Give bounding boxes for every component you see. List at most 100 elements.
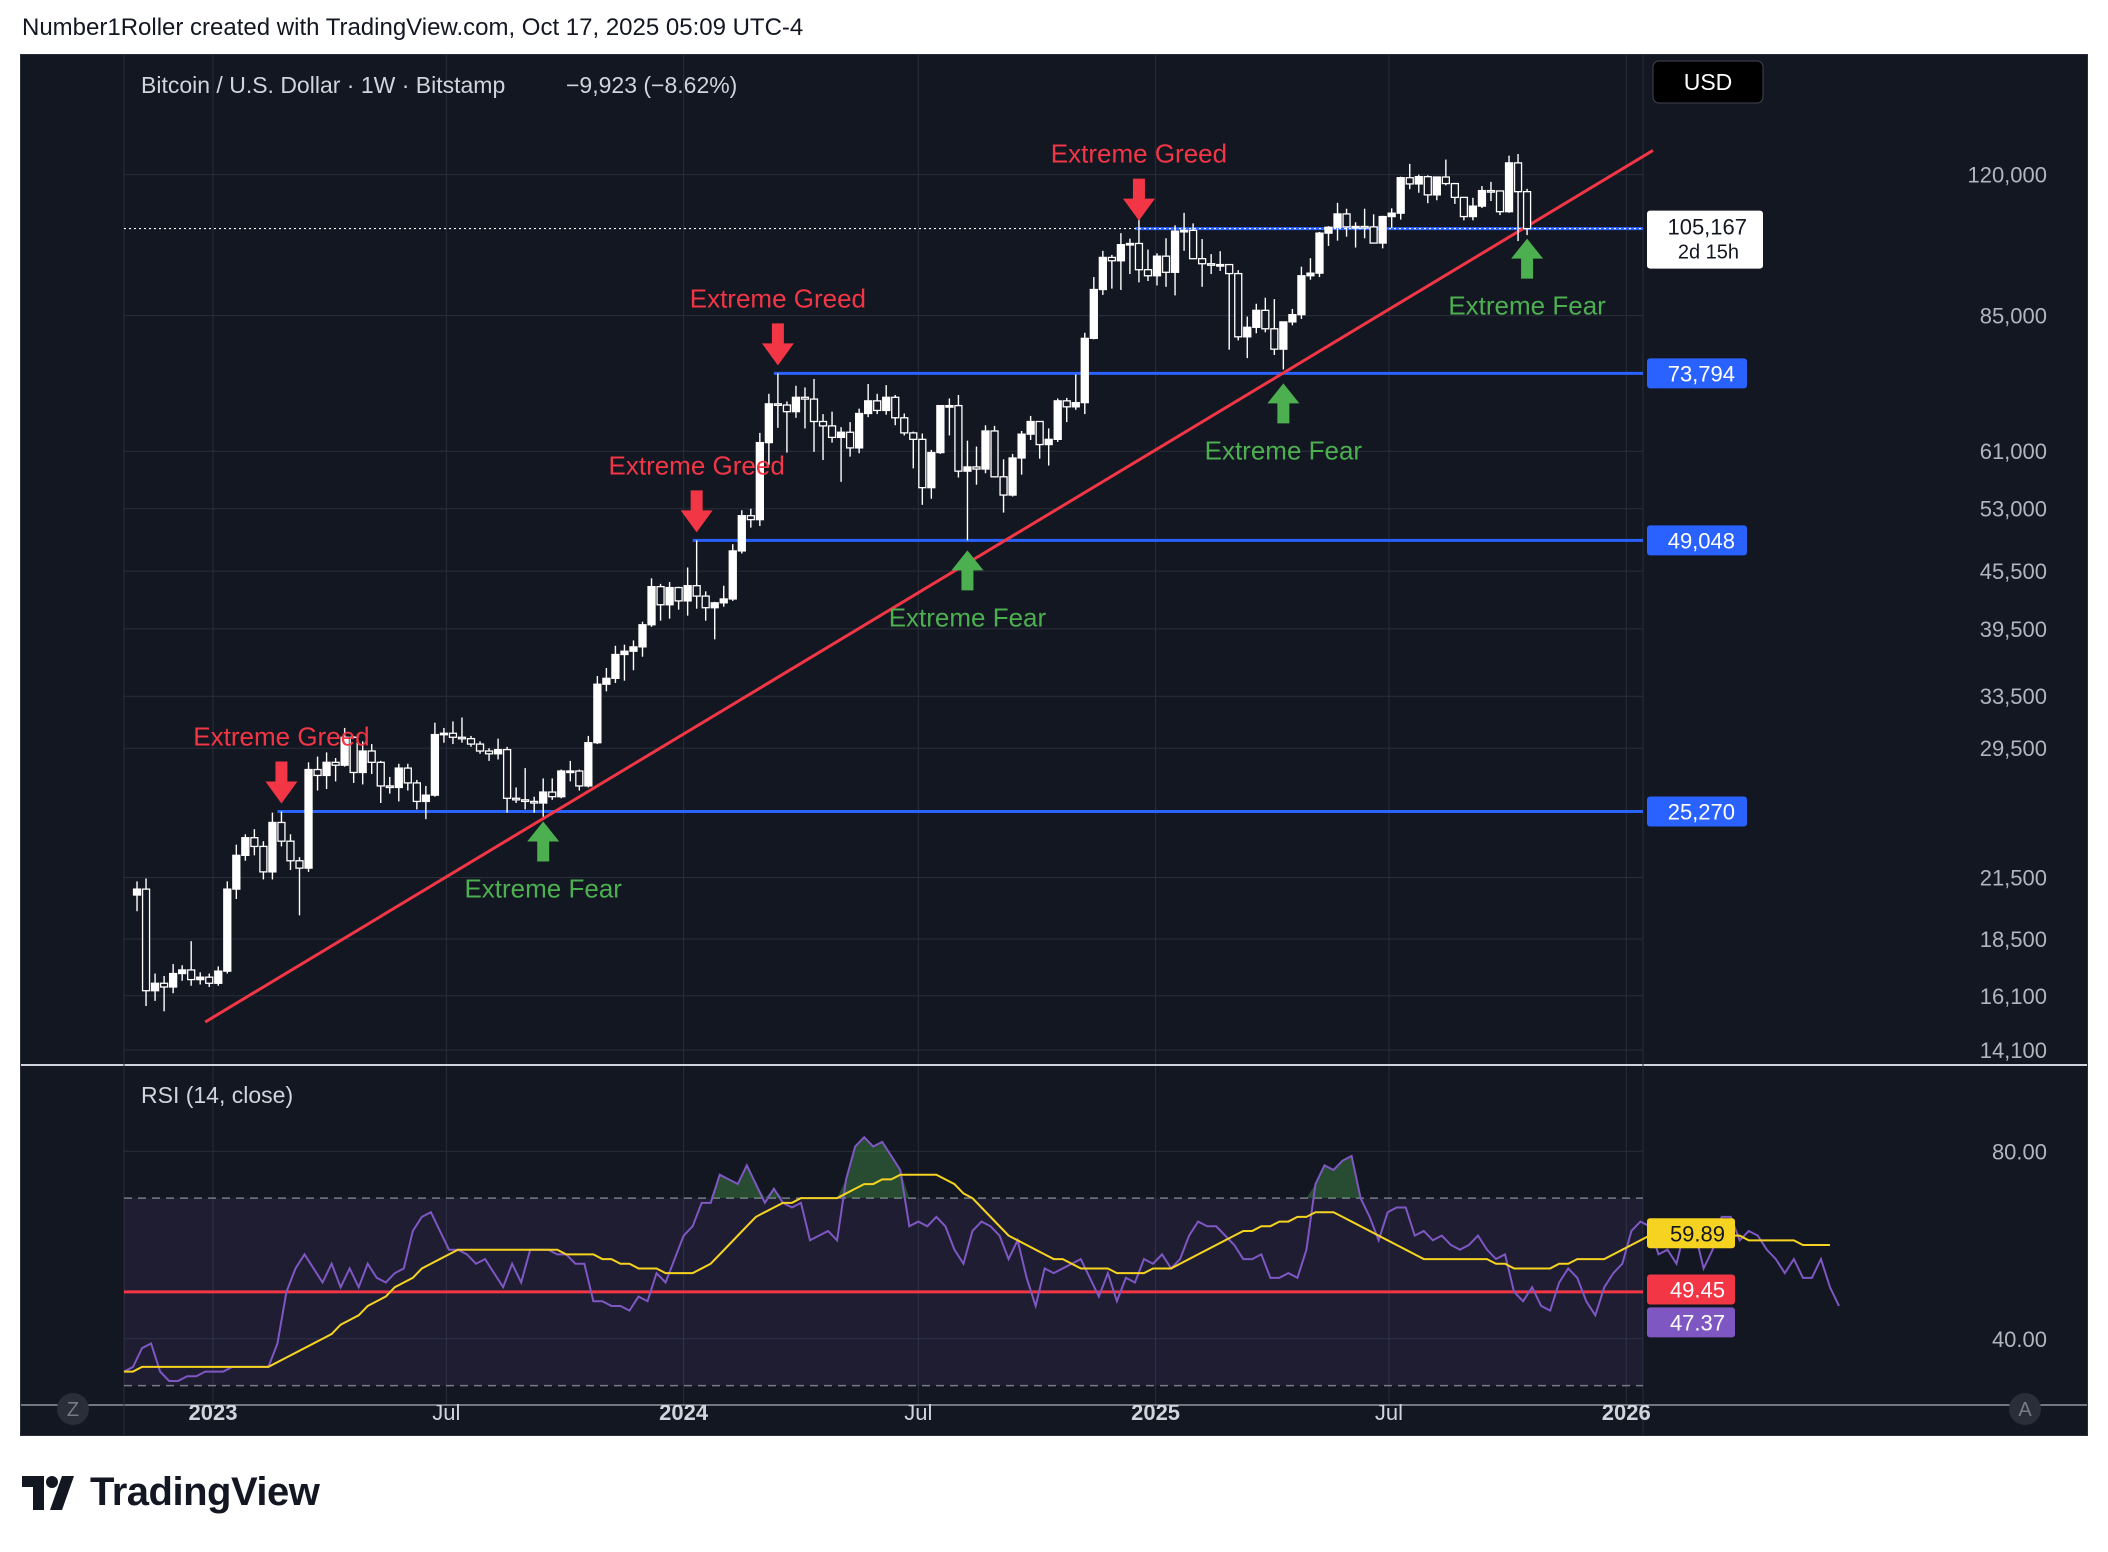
candle[interactable] xyxy=(493,738,503,760)
candle[interactable] xyxy=(1134,216,1144,283)
candle[interactable] xyxy=(1279,321,1288,370)
candle[interactable] xyxy=(286,834,295,870)
candle[interactable] xyxy=(539,778,548,817)
candle[interactable] xyxy=(385,776,394,794)
candle[interactable] xyxy=(196,972,205,985)
candle[interactable] xyxy=(241,834,250,861)
candle[interactable] xyxy=(782,401,792,453)
candle[interactable] xyxy=(629,640,638,671)
candle[interactable] xyxy=(845,422,855,457)
candle[interactable] xyxy=(737,510,746,554)
candle[interactable] xyxy=(376,760,385,804)
candle[interactable] xyxy=(178,965,187,981)
chart-canvas[interactable]: Extreme Greed Extreme Fear Extreme Greed Ex… xyxy=(21,55,2087,1435)
candle[interactable] xyxy=(575,769,584,791)
candle[interactable] xyxy=(132,881,142,912)
candle[interactable] xyxy=(358,741,367,785)
candle[interactable] xyxy=(882,385,891,415)
candle[interactable] xyxy=(1333,202,1342,241)
candle[interactable] xyxy=(719,585,728,607)
candle[interactable] xyxy=(1315,231,1324,278)
candle[interactable] xyxy=(1234,270,1243,341)
candle[interactable] xyxy=(692,540,701,609)
candle[interactable] xyxy=(1143,249,1153,282)
candle[interactable] xyxy=(1387,208,1396,229)
currency-button[interactable]: USD xyxy=(1652,60,1764,104)
candle[interactable] xyxy=(981,425,990,474)
candle[interactable] xyxy=(800,387,810,429)
candle[interactable] xyxy=(1468,197,1478,221)
candle[interactable] xyxy=(232,844,241,900)
candle[interactable] xyxy=(1207,254,1216,275)
candle[interactable] xyxy=(448,721,458,745)
candle[interactable] xyxy=(773,373,783,428)
candle[interactable] xyxy=(367,744,376,774)
candle[interactable] xyxy=(1477,186,1487,208)
candle[interactable] xyxy=(936,404,945,454)
candle[interactable] xyxy=(223,881,232,974)
candle[interactable] xyxy=(593,675,602,745)
candle[interactable] xyxy=(1441,159,1450,186)
candle[interactable] xyxy=(277,811,286,847)
candle[interactable] xyxy=(1459,196,1469,221)
candle[interactable] xyxy=(502,746,512,813)
candle[interactable] xyxy=(1008,453,1017,497)
candle[interactable] xyxy=(1053,398,1062,442)
candle[interactable] xyxy=(656,583,665,621)
candle[interactable] xyxy=(548,778,557,800)
candle[interactable] xyxy=(466,735,476,747)
candle[interactable] xyxy=(1351,222,1360,248)
candle[interactable] xyxy=(313,756,322,791)
price-pane[interactable]: Extreme Greed Extreme Fear Extreme Greed Ex… xyxy=(124,139,1654,1024)
candle[interactable] xyxy=(1405,163,1414,190)
candle[interactable] xyxy=(304,762,313,872)
candle[interactable] xyxy=(647,578,656,627)
candle[interactable] xyxy=(1252,303,1261,334)
candle[interactable] xyxy=(268,812,277,880)
candle[interactable] xyxy=(918,433,927,505)
candle[interactable] xyxy=(764,393,774,465)
candle[interactable] xyxy=(1107,254,1117,289)
candle[interactable] xyxy=(1513,154,1523,242)
candle[interactable] xyxy=(1270,299,1279,355)
candle[interactable] xyxy=(168,964,178,994)
candle[interactable] xyxy=(1089,277,1098,340)
candle[interactable] xyxy=(1179,212,1189,251)
candle[interactable] xyxy=(1486,181,1496,202)
candle[interactable] xyxy=(421,785,431,820)
candle[interactable] xyxy=(791,385,801,418)
candle[interactable] xyxy=(1324,226,1333,246)
candle[interactable] xyxy=(1225,263,1234,350)
candle[interactable] xyxy=(584,735,593,788)
candle[interactable] xyxy=(746,508,755,528)
candle[interactable] xyxy=(1306,258,1315,280)
candle[interactable] xyxy=(187,941,196,986)
candle[interactable] xyxy=(873,393,882,415)
candle[interactable] xyxy=(1504,155,1514,213)
candle[interactable] xyxy=(141,878,151,1007)
candle[interactable] xyxy=(611,645,620,684)
candle[interactable] xyxy=(620,644,629,681)
candle[interactable] xyxy=(1522,188,1532,236)
candle[interactable] xyxy=(990,425,999,478)
candle[interactable] xyxy=(674,586,683,610)
candle[interactable] xyxy=(972,446,981,485)
candle[interactable] xyxy=(909,431,918,469)
candle[interactable] xyxy=(1450,182,1460,204)
candle[interactable] xyxy=(457,717,467,743)
candle[interactable] xyxy=(1026,415,1035,440)
candle[interactable] xyxy=(1360,208,1369,239)
candle[interactable] xyxy=(403,763,412,791)
candle[interactable] xyxy=(809,378,819,452)
candle[interactable] xyxy=(566,760,575,782)
candle[interactable] xyxy=(439,727,449,743)
candle[interactable] xyxy=(1170,225,1180,296)
candle[interactable] xyxy=(1116,233,1126,290)
candle[interactable] xyxy=(1197,239,1207,287)
candle[interactable] xyxy=(557,769,566,799)
candle[interactable] xyxy=(1369,214,1378,244)
candle[interactable] xyxy=(891,394,900,426)
candle[interactable] xyxy=(394,763,403,802)
candle[interactable] xyxy=(331,758,340,782)
candle[interactable] xyxy=(954,394,963,478)
